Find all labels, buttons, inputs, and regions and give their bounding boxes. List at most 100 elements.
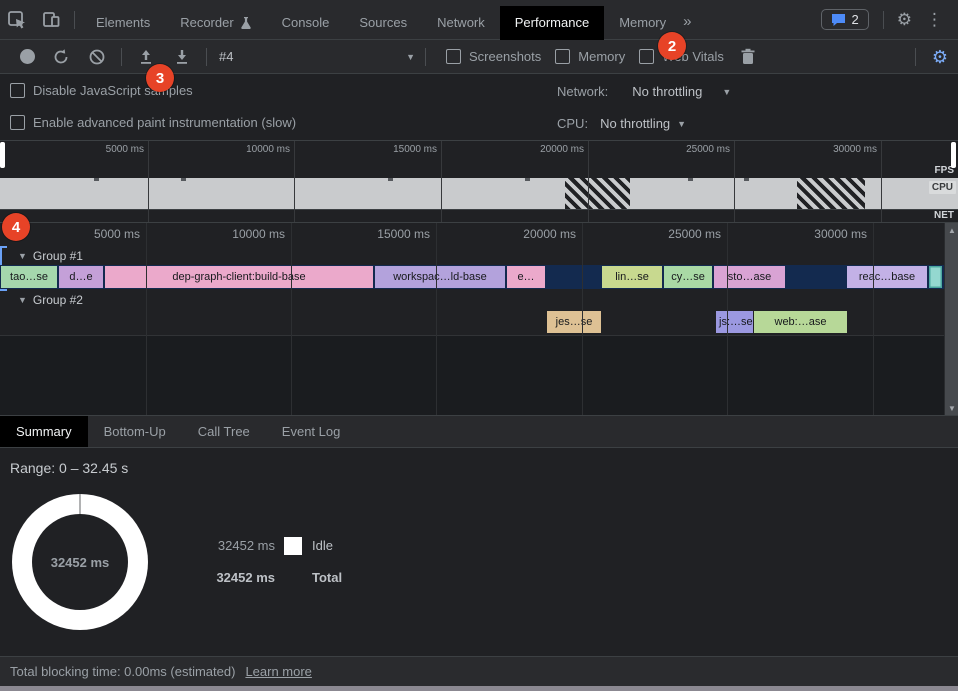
total-blocking-time-text: Total blocking time: 0.00ms (estimated): [10, 664, 236, 679]
overview-right-handle[interactable]: [951, 142, 956, 168]
tab-network[interactable]: Network: [422, 6, 500, 40]
divider: [74, 10, 75, 29]
inspect-element-icon[interactable]: [7, 10, 27, 30]
overview-tick-label: 10000 ms: [246, 144, 290, 155]
group-2-label: Group #2: [32, 293, 83, 307]
tab-performance[interactable]: Performance: [499, 5, 605, 40]
overview-gridline: [148, 141, 149, 222]
detail-tabbar: Summary Bottom-Up Call Tree Event Log: [0, 415, 958, 448]
issues-chat-button[interactable]: 2: [820, 9, 869, 30]
cpu-throttling-select[interactable]: CPU: No throttling ▼: [557, 116, 686, 131]
flame-bar[interactable]: e…: [507, 266, 545, 288]
record-button[interactable]: [20, 49, 35, 64]
tab-elements[interactable]: Elements: [81, 6, 165, 40]
step-badge-3: 3: [146, 64, 174, 92]
more-options-icon[interactable]: ⋮: [926, 10, 943, 29]
detail-tab-bottom-up[interactable]: Bottom-Up: [103, 424, 166, 439]
load-profile-icon[interactable]: [136, 47, 156, 67]
checkbox-screenshots[interactable]: Screenshots: [446, 49, 541, 64]
flame-scrollbar[interactable]: ▲ ▼: [944, 223, 958, 415]
flame-bar[interactable]: workspac…ld-base: [375, 266, 505, 288]
flame-bar[interactable]: reac…base: [847, 266, 927, 288]
capture-settings-pane: Disable JavaScript samples Enable advanc…: [0, 74, 958, 140]
profile-label: #4: [219, 49, 234, 64]
network-throttling-select[interactable]: Network: No throttling ▼: [557, 84, 731, 99]
tab-label: Elements: [96, 14, 151, 30]
flame-bar[interactable]: jes…se: [547, 311, 601, 333]
profile-history-select[interactable]: #4 ▼: [219, 49, 415, 64]
flame-bar[interactable]: sto…ase: [714, 266, 785, 288]
reload-and-record-icon[interactable]: [51, 47, 71, 67]
save-profile-icon[interactable]: [172, 47, 192, 67]
checkbox-memory[interactable]: Memory: [555, 49, 625, 64]
flame-bar[interactable]: cy…se: [664, 266, 712, 288]
flame-bar[interactable]: lin…se: [602, 266, 662, 288]
overview-tick-label: 5000 ms: [105, 144, 144, 155]
settings-gear-icon[interactable]: ⚙: [896, 10, 912, 29]
flame-bar[interactable]: web:…ase: [754, 311, 847, 333]
flame-bar[interactable]: dep-graph-client:build-base: [105, 266, 373, 288]
status-footer: Total blocking time: 0.00ms (estimated) …: [0, 656, 958, 686]
tab-memory[interactable]: Memory: [604, 6, 681, 40]
overview-left-handle[interactable]: [0, 142, 5, 168]
overview-gridline: [294, 141, 295, 222]
flame-tick-label: 25000 ms: [668, 227, 721, 241]
flame-bar[interactable]: [929, 266, 942, 288]
performance-toolbar: #4 ▼ Screenshots Memory Web Vitals ⚙: [0, 40, 958, 74]
net-lane-divider: [0, 209, 958, 210]
cpu-activity-mark: [744, 178, 749, 181]
cpu-lane-label: CPU: [928, 181, 956, 194]
fps-lane-label: FPS: [934, 165, 954, 176]
learn-more-link[interactable]: Learn more: [245, 664, 312, 679]
scroll-down-icon[interactable]: ▼: [948, 404, 956, 413]
clear-recording-icon[interactable]: [87, 47, 107, 67]
group-1-header[interactable]: ▼ Group #1: [18, 249, 83, 263]
toolbar-right: ⚙: [909, 46, 958, 67]
tab-console[interactable]: Console: [267, 6, 345, 40]
range-label: Range: 0 – 32.45 s: [10, 460, 129, 476]
detail-tab-event-log[interactable]: Event Log: [281, 424, 341, 439]
flame-bar[interactable]: tao…se: [1, 266, 57, 288]
divider: [425, 47, 426, 66]
overview-tick-label: 15000 ms: [393, 144, 437, 155]
net-lane-label: NET: [934, 210, 954, 221]
chat-count: 2: [851, 12, 859, 27]
legend-value: 32452 ms: [217, 538, 275, 553]
tab-label: Console: [281, 14, 330, 30]
chevron-down-icon: ▼: [677, 118, 687, 129]
devtools-tabbar: Elements Recorder Console Sources Network Per…: [0, 0, 958, 40]
tab-label: Network: [437, 14, 485, 30]
flame-tick-label: 10000 ms: [232, 227, 285, 241]
flame-bar[interactable]: js:…se: [716, 311, 753, 333]
timeline-overview[interactable]: FPS CPU NET 5000 ms 10000 ms 15000 ms 20000…: [0, 140, 958, 222]
flame-chart[interactable]: ▼ Group #1 tao…se d…e dep-graph-client:bui…: [0, 222, 958, 415]
overview-gridline: [881, 141, 882, 222]
capture-settings-gear-icon[interactable]: ⚙: [931, 46, 948, 67]
tabbar-right: 2 ⚙ ⋮: [820, 9, 958, 30]
tab-recorder[interactable]: Recorder: [165, 6, 266, 40]
tab-sources[interactable]: Sources: [344, 6, 422, 40]
detail-tab-call-tree[interactable]: Call Tree: [197, 424, 250, 439]
device-toolbar-icon[interactable]: [41, 10, 61, 30]
group-1-label: Group #1: [32, 249, 83, 263]
network-throttling-value: No throttling: [632, 84, 703, 99]
more-tabs-icon[interactable]: »: [683, 13, 692, 30]
scroll-up-icon[interactable]: ▲: [948, 226, 956, 235]
paint-instrumentation-checkbox[interactable]: Enable advanced paint instrumentation (s…: [10, 115, 296, 130]
group-2-header[interactable]: ▼ Group #2: [18, 293, 83, 307]
trash-icon[interactable]: [738, 47, 758, 67]
detail-tab-summary[interactable]: Summary: [0, 416, 88, 447]
collapse-triangle-icon: ▼: [18, 295, 27, 305]
collapse-triangle-icon: ▼: [18, 251, 27, 261]
legend-label: Total: [312, 570, 343, 585]
legend-swatch: [284, 537, 302, 555]
flame-gridline: [873, 223, 874, 415]
cpu-throttle-hatch: [797, 178, 865, 209]
chat-bubble-icon: [831, 13, 845, 26]
checkbox: [639, 49, 655, 64]
flame-bar[interactable]: d…e: [59, 266, 103, 288]
flask-icon: [240, 16, 251, 29]
flame-tick-label: 20000 ms: [523, 227, 576, 241]
cpu-activity-mark: [94, 178, 99, 181]
